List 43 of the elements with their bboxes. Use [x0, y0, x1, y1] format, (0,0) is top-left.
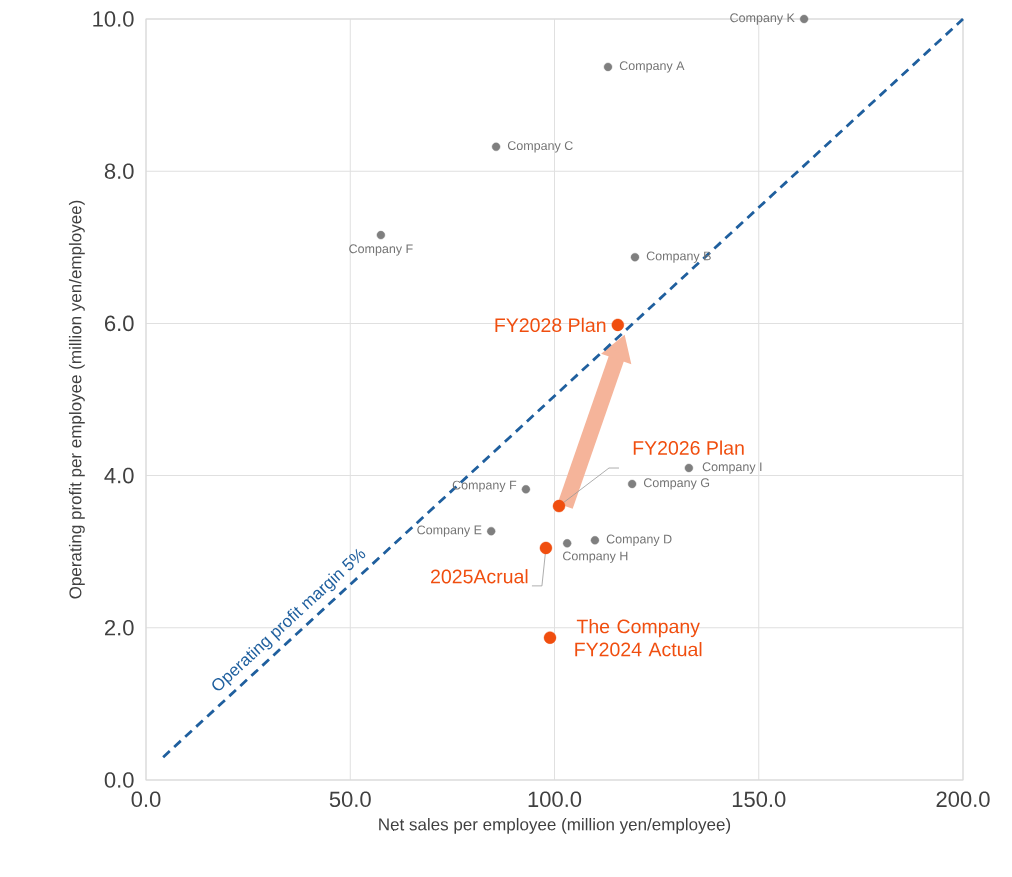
annotation: Company K: [730, 13, 795, 25]
point: [552, 499, 566, 513]
annotation: Company D: [606, 534, 672, 546]
point: [543, 631, 557, 644]
annotation: FY2028 Plan: [495, 317, 606, 333]
point: [603, 62, 613, 72]
annotation: Company G: [643, 478, 710, 490]
x-tick-label: 0.0: [131, 791, 161, 808]
annotation: Company A: [619, 61, 685, 73]
annotation: Company I: [702, 462, 762, 474]
point: [521, 485, 531, 494]
point: [630, 252, 640, 262]
annotation: Company E: [417, 525, 482, 537]
annotation: FY2026 Plan: [633, 440, 744, 455]
point: [684, 463, 694, 473]
point: [562, 539, 572, 548]
y-tick-label: 0.0: [104, 772, 134, 788]
y-tick-label: 10.0: [93, 11, 134, 27]
x-tick-label: 150.0: [732, 791, 786, 808]
point: [539, 541, 553, 555]
point: [799, 14, 809, 24]
point: [486, 526, 496, 536]
y-tick-label: 2.0: [105, 619, 134, 636]
y-tick-label: 6.0: [105, 315, 134, 332]
x-tick-label: 100.0: [528, 791, 582, 808]
point: [627, 479, 637, 489]
x-tick-label: 200.0: [936, 791, 990, 808]
annotation: Company C: [507, 141, 573, 153]
y-axis-title: Operating profit per employee (million yen/employee): [68, 200, 85, 599]
annotation: 2025Acrual: [431, 569, 528, 584]
point: [376, 230, 386, 240]
annotation: Company F: [452, 480, 517, 492]
point: [590, 536, 600, 545]
annotation: Company F: [349, 244, 413, 256]
x-axis-title: Net sales per employee (million yen/employee): [379, 817, 731, 834]
y-tick-label: 4.0: [104, 467, 134, 484]
y-tick-label: 8.0: [104, 163, 134, 179]
x-tick-label: 50.0: [329, 791, 371, 808]
annotation: The Company FY2024 Actual: [575, 619, 702, 657]
point: [611, 318, 625, 332]
annotation: Company B: [646, 251, 711, 263]
point: [491, 142, 501, 152]
annotation: Company H: [562, 551, 628, 563]
